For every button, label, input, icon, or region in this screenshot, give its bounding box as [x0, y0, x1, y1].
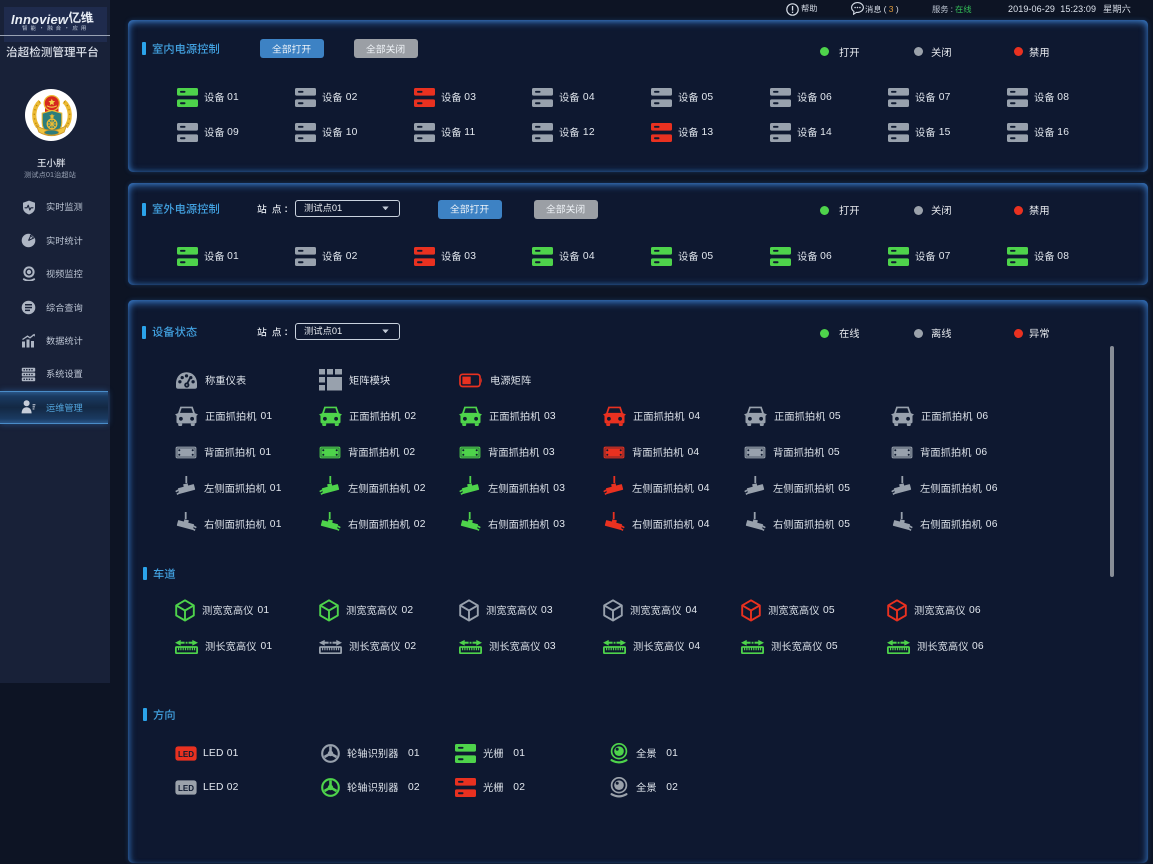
svg-text:LED: LED — [178, 750, 194, 759]
svg-text:LED: LED — [178, 784, 194, 793]
